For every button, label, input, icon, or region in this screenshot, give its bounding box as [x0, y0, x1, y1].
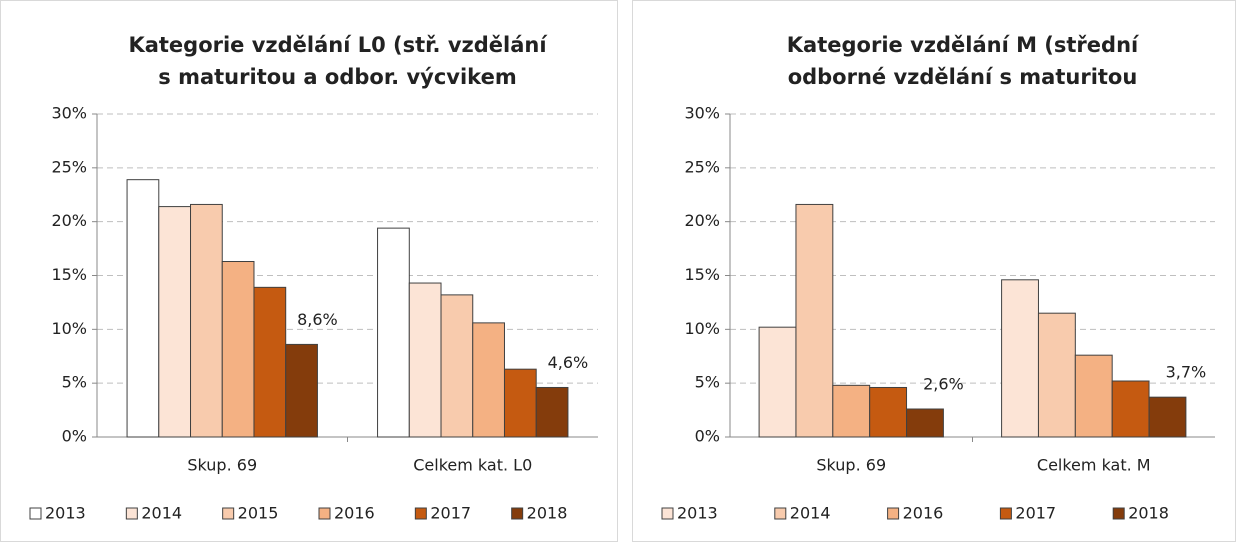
- bar: [190, 203, 223, 438]
- panel: [0, 0, 618, 542]
- y-tick-label: 30%: [51, 104, 87, 123]
- y-tick-label: 20%: [684, 211, 720, 230]
- legend-label: 2013: [677, 504, 718, 523]
- y-tick-label: 10%: [684, 319, 720, 338]
- legend-swatch: [29, 507, 42, 520]
- data-label: 8,6%: [297, 310, 338, 329]
- bar: [1111, 380, 1150, 438]
- legend-label: 2014: [790, 504, 831, 523]
- bar: [158, 206, 192, 438]
- y-tick-label: 5%: [62, 373, 87, 392]
- bar: [377, 227, 410, 438]
- bar: [795, 203, 834, 438]
- bar: [1001, 279, 1039, 438]
- bar: [1074, 354, 1113, 438]
- y-tick-label: 15%: [684, 265, 720, 284]
- y-tick-label: 0%: [62, 427, 87, 446]
- legend-label: 2016: [334, 504, 375, 523]
- bar: [221, 261, 255, 438]
- chart-title: odborné vzdělání s maturitou: [788, 65, 1138, 89]
- bar: [832, 384, 871, 438]
- legend-swatch: [1112, 507, 1125, 520]
- bar: [869, 386, 908, 438]
- legend-swatch: [222, 507, 235, 520]
- legend-swatch: [318, 507, 331, 520]
- panel: [632, 0, 1236, 542]
- bar: [472, 322, 505, 438]
- bar: [1148, 396, 1187, 438]
- y-tick-label: 25%: [684, 157, 720, 176]
- chart-title: s maturitou a odbor. výcvikem: [158, 65, 516, 89]
- chart-title: Kategorie vzdělání M (střední: [787, 33, 1140, 57]
- legend-label: 2018: [527, 504, 568, 523]
- legend-swatch: [125, 507, 138, 520]
- legend-swatch: [661, 507, 674, 520]
- data-label: 3,7%: [1166, 363, 1207, 382]
- y-tick-label: 5%: [695, 373, 720, 392]
- legend-swatch: [999, 507, 1012, 520]
- legend-swatch: [511, 507, 524, 520]
- legend-label: 2016: [903, 504, 944, 523]
- y-tick-label: 20%: [51, 211, 87, 230]
- bar: [503, 368, 537, 438]
- data-label: 2,6%: [923, 375, 964, 394]
- y-tick-label: 10%: [51, 319, 87, 338]
- x-tick-label: Celkem kat. M: [1037, 456, 1151, 475]
- y-tick-label: 25%: [51, 157, 87, 176]
- bar: [408, 282, 442, 438]
- y-tick-label: 0%: [695, 427, 720, 446]
- legend-label: 2015: [238, 504, 279, 523]
- y-tick-label: 15%: [51, 265, 87, 284]
- chart-title: Kategorie vzdělání L0 (stř. vzdělání: [128, 33, 548, 57]
- bar: [1037, 312, 1076, 438]
- legend-swatch: [414, 507, 427, 520]
- legend-label: 2018: [1128, 504, 1169, 523]
- bar: [535, 386, 569, 438]
- legend-label: 2014: [141, 504, 182, 523]
- y-tick-label: 30%: [684, 104, 720, 123]
- bar: [253, 286, 287, 438]
- x-tick-label: Skup. 69: [187, 456, 257, 475]
- legend-label: 2017: [1015, 504, 1056, 523]
- legend-swatch: [774, 507, 787, 520]
- data-label: 4,6%: [548, 353, 589, 372]
- bar: [906, 408, 944, 438]
- bar: [440, 294, 474, 438]
- bar: [126, 179, 160, 438]
- x-tick-label: Celkem kat. L0: [413, 456, 532, 475]
- x-tick-label: Skup. 69: [816, 456, 886, 475]
- legend-label: 2013: [45, 504, 86, 523]
- bar: [285, 343, 318, 438]
- legend-label: 2017: [430, 504, 471, 523]
- legend-swatch: [887, 507, 900, 520]
- bar: [758, 326, 797, 438]
